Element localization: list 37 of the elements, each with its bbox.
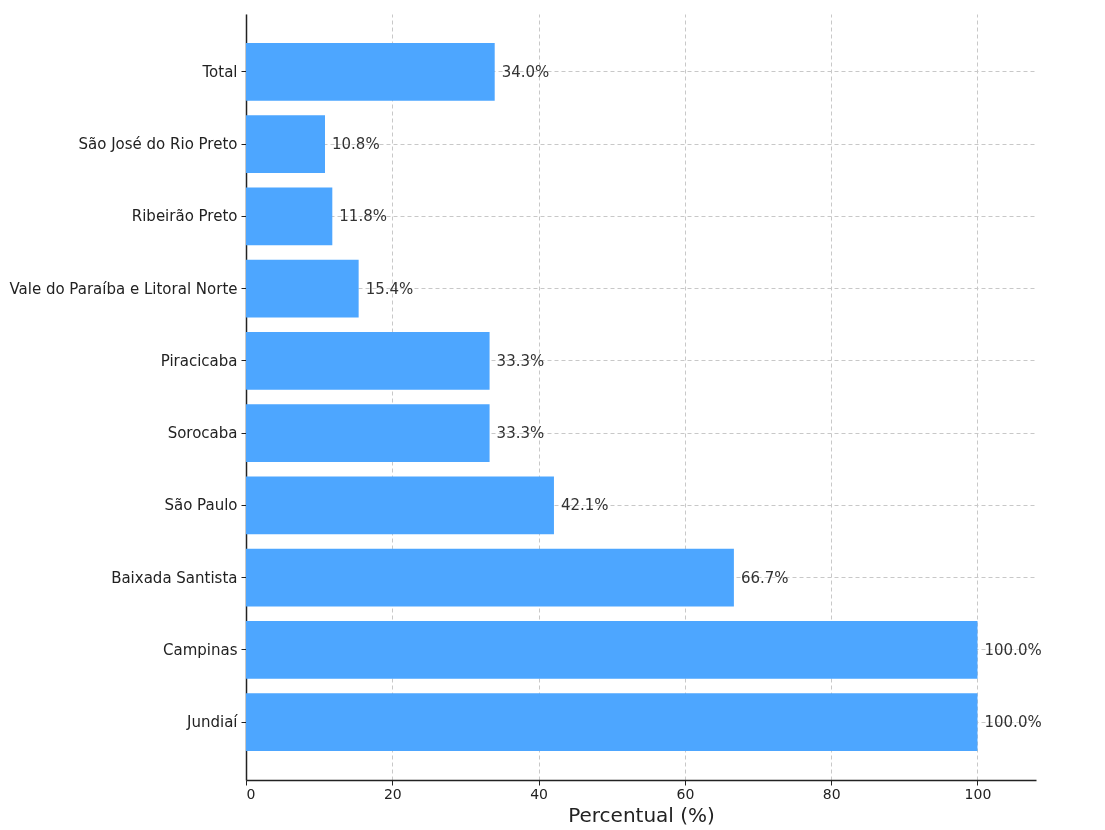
data-label: 10.8% [332, 135, 380, 154]
bar [246, 187, 333, 246]
y-tick-label: Ribeirão Preto [131, 207, 238, 226]
y-tick-label: Vale do Paraíba e Litoral Norte [9, 279, 238, 298]
data-label: 42.1% [560, 496, 609, 515]
x-tick-label: 0 [246, 785, 256, 802]
y-tick-label: Baixada Santista [111, 568, 238, 587]
data-label: 15.4% [365, 279, 414, 298]
bar [246, 476, 554, 535]
bar [246, 259, 359, 318]
x-axis-title: Percentual (%) [568, 802, 715, 827]
data-label: 100.0% [984, 640, 1042, 659]
data-label: 33.3% [496, 351, 545, 370]
x-tick-label: 100 [964, 785, 992, 802]
x-tick-label: 60 [676, 785, 695, 802]
bar [246, 331, 490, 390]
bar [246, 404, 490, 463]
bar [246, 693, 978, 752]
x-tick-label: 40 [530, 785, 549, 802]
y-tick-label: São José do Rio Preto [78, 135, 238, 154]
data-label: 34.0% [501, 62, 550, 81]
bar [246, 42, 495, 101]
data-label: 100.0% [984, 713, 1042, 732]
data-label: 66.7% [740, 568, 789, 587]
y-tick-label: Sorocaba [167, 424, 238, 443]
y-tick-label: São Paulo [164, 496, 238, 515]
data-label: 11.8% [339, 207, 387, 226]
bar [246, 621, 978, 679]
x-tick-label: 80 [822, 785, 841, 802]
y-tick-label: Campinas [163, 640, 238, 659]
y-tick-label: Jundiaí [186, 713, 239, 732]
x-tick-label: 20 [383, 785, 402, 802]
y-tick-label: Piracicaba [160, 351, 238, 370]
bar [246, 548, 734, 607]
data-label: 33.3% [496, 424, 545, 443]
bar [246, 115, 325, 173]
y-tick-label: Total [201, 62, 238, 81]
